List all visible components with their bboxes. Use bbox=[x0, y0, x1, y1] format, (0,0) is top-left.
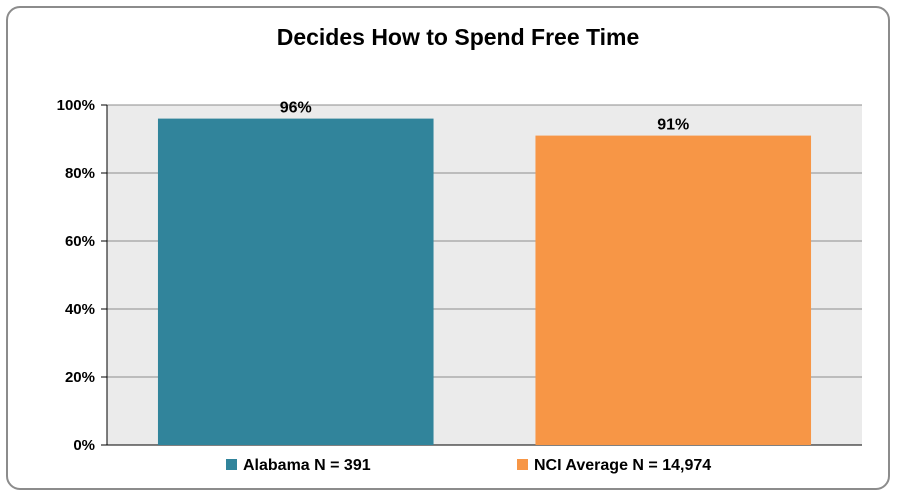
bar-2 bbox=[535, 135, 812, 445]
y-tick-label: 0% bbox=[73, 437, 95, 454]
y-tick-label: 100% bbox=[57, 97, 95, 114]
legend-swatch-2 bbox=[517, 459, 528, 470]
y-tick-label: 20% bbox=[65, 369, 95, 386]
legend: Alabama N = 391 NCI Average N = 14,974 bbox=[226, 457, 711, 474]
data-label-2: 91% bbox=[657, 117, 689, 134]
y-tick-label: 80% bbox=[65, 165, 95, 182]
data-label-1: 96% bbox=[280, 100, 312, 117]
plot-area: 0% 20% 40% 60% 80% 100% 96% 91% bbox=[57, 97, 862, 454]
chart-title: Decides How to Spend Free Time bbox=[277, 24, 640, 50]
legend-label-1: Alabama N = 391 bbox=[243, 457, 371, 474]
y-tick-label: 40% bbox=[65, 301, 95, 318]
bar-1 bbox=[157, 118, 434, 445]
legend-swatch-1 bbox=[226, 459, 237, 470]
legend-label-2: NCI Average N = 14,974 bbox=[534, 457, 711, 474]
y-tick-label: 60% bbox=[65, 233, 95, 250]
